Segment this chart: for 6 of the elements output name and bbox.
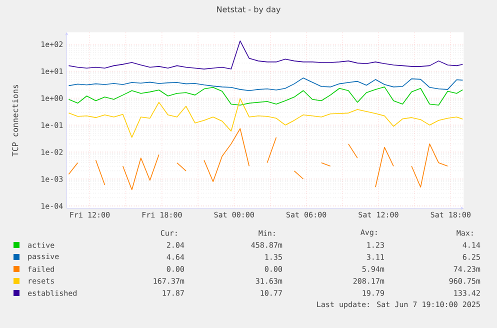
line-series xyxy=(68,78,464,92)
line-series xyxy=(68,98,464,138)
line-series xyxy=(68,40,464,70)
y-axis-title: TCP connections xyxy=(12,84,18,156)
chart-title: Netstat - by day xyxy=(217,6,280,14)
line-series xyxy=(68,86,464,106)
